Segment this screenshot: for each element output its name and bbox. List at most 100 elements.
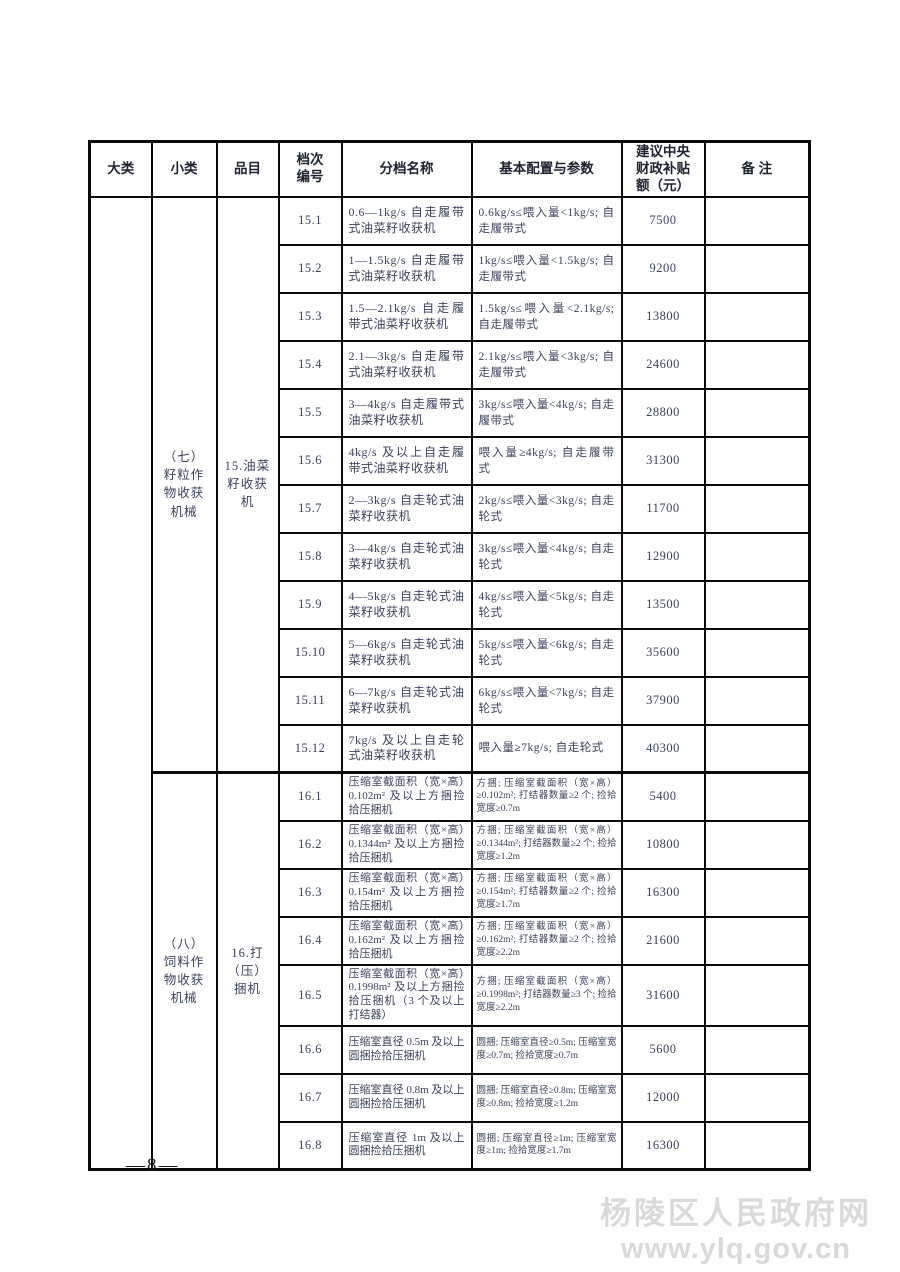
cell-remark bbox=[703, 1024, 811, 1075]
cell-grade-code: 15.1 bbox=[277, 195, 343, 246]
cell-grade-name: 压缩室截面积（宽×高）0.1998m² 及以上方捆捡拾压捆机（3 个及以上打结器… bbox=[340, 963, 473, 1027]
cell-remark bbox=[703, 1120, 811, 1171]
cell-remark bbox=[703, 771, 811, 822]
cell-grade-code: 15.4 bbox=[277, 339, 343, 390]
cell-grade-code: 15.7 bbox=[277, 483, 343, 534]
page-number: —8— bbox=[126, 1155, 180, 1176]
cell-subsidy: 12000 bbox=[620, 1072, 706, 1123]
cell-remark bbox=[703, 483, 811, 534]
watermark-site-url: www.ylq.gov.cn bbox=[621, 1233, 851, 1265]
cell-remark bbox=[703, 579, 811, 630]
cell-grade-code: 16.5 bbox=[277, 963, 343, 1027]
cell-config: 2.1kg/s≤喂入量<3kg/s; 自走履带式 bbox=[470, 339, 623, 390]
table-row: 15.6 4kg/s 及以上自走履带式油菜籽收获机 喂入量≥4kg/s; 自走履带式… bbox=[90, 435, 811, 486]
cell-config: 方捆; 压缩室截面积（宽×高）≥0.1344m²; 打结器数量≥2 个; 捡拾宽… bbox=[470, 819, 623, 870]
cell-item: 16.打（压）捆机 bbox=[215, 771, 280, 1171]
table-row: 15.5 3—4kg/s 自走履带式油菜籽收获机 3kg/s≤喂入量<4kg/s; … bbox=[90, 387, 811, 438]
cell-grade-code: 16.4 bbox=[277, 915, 343, 966]
cell-grade-name: 3—4kg/s 自走轮式油菜籽收获机 bbox=[340, 531, 473, 582]
subsidy-table: 大类 小类 品目 档次 编号 分档名称 基本配置与参数 建议中央 财政补贴 额（… bbox=[88, 140, 811, 1172]
cell-subsidy: 5600 bbox=[620, 1024, 706, 1075]
table-row: 15.11 6—7kg/s 自走轮式油菜籽收获机 6kg/s≤喂入量<7kg/s; … bbox=[90, 675, 811, 726]
table-row: 15.2 1—1.5kg/s 自走履带式油菜籽收获机 1kg/s≤喂入量<1.5kg… bbox=[90, 243, 811, 294]
cell-major-category bbox=[88, 195, 153, 1171]
cell-remark bbox=[703, 675, 811, 726]
cell-grade-code: 16.3 bbox=[277, 867, 343, 918]
cell-sub-category: （七）籽粒作物收获机械 bbox=[150, 195, 218, 774]
cell-config: 1.5kg/s≤喂入量<2.1kg/s; 自走履带式 bbox=[470, 291, 623, 342]
cell-grade-code: 15.3 bbox=[277, 291, 343, 342]
cell-grade-name: 3—4kg/s 自走履带式油菜籽收获机 bbox=[340, 387, 473, 438]
cell-grade-name: 压缩室截面积（宽×高）0.102m² 及以上方捆捡拾压捆机 bbox=[340, 771, 473, 822]
cell-grade-name: 压缩室直径 0.8m 及以上圆捆捡拾压捆机 bbox=[340, 1072, 473, 1123]
cell-grade-name: 1—1.5kg/s 自走履带式油菜籽收获机 bbox=[340, 243, 473, 294]
cell-remark bbox=[703, 867, 811, 918]
table-row: 15.12 7kg/s 及以上自走轮式油菜籽收获机 喂入量≥7kg/s; 自走轮式 4… bbox=[90, 723, 811, 774]
cell-subsidy: 11700 bbox=[620, 483, 706, 534]
table-row: 16.2 压缩室截面积（宽×高）0.1344m² 及以上方捆捡拾压捆机 方捆; 压缩… bbox=[90, 819, 811, 870]
cell-remark bbox=[703, 195, 811, 246]
cell-subsidy: 12900 bbox=[620, 531, 706, 582]
cell-config: 喂入量≥4kg/s; 自走履带式 bbox=[470, 435, 623, 486]
cell-config: 6kg/s≤喂入量<7kg/s; 自走轮式 bbox=[470, 675, 623, 726]
cell-config: 圆捆; 压缩室直径≥1m; 压缩室宽度≥1m; 捡拾宽度≥1.7m bbox=[470, 1120, 623, 1171]
cell-grade-name: 6—7kg/s 自走轮式油菜籽收获机 bbox=[340, 675, 473, 726]
header-remark: 备 注 bbox=[703, 140, 811, 198]
cell-subsidy: 9200 bbox=[620, 243, 706, 294]
cell-grade-code: 16.8 bbox=[277, 1120, 343, 1171]
cell-subsidy: 13500 bbox=[620, 579, 706, 630]
cell-grade-name: 7kg/s 及以上自走轮式油菜籽收获机 bbox=[340, 723, 473, 774]
cell-grade-name: 5—6kg/s 自走轮式油菜籽收获机 bbox=[340, 627, 473, 678]
watermark: 杨陵区人民政府网 www.ylq.gov.cn bbox=[586, 1188, 886, 1266]
cell-subsidy: 35600 bbox=[620, 627, 706, 678]
cell-subsidy: 16300 bbox=[620, 867, 706, 918]
cell-config: 方捆; 压缩室截面积（宽×高）≥0.162m²; 打结器数量≥2 个; 捡拾宽度… bbox=[470, 915, 623, 966]
cell-grade-code: 15.5 bbox=[277, 387, 343, 438]
cell-grade-code: 16.1 bbox=[277, 771, 343, 822]
cell-grade-name: 2.1—3kg/s 自走履带式油菜籽收获机 bbox=[340, 339, 473, 390]
cell-grade-name: 0.6—1kg/s 自走履带式油菜籽收获机 bbox=[340, 195, 473, 246]
table-row: 15.10 5—6kg/s 自走轮式油菜籽收获机 5kg/s≤喂入量<6kg/s; … bbox=[90, 627, 811, 678]
table-row: 16.4 压缩室截面积（宽×高）0.162m² 及以上方捆捡拾压捆机 方捆; 压缩室… bbox=[90, 915, 811, 966]
header-config-params: 基本配置与参数 bbox=[470, 140, 623, 198]
table-row: 15.8 3—4kg/s 自走轮式油菜籽收获机 3kg/s≤喂入量<4kg/s; 自… bbox=[90, 531, 811, 582]
cell-grade-name: 1.5—2.1kg/s 自走履带式油菜籽收获机 bbox=[340, 291, 473, 342]
cell-remark bbox=[703, 243, 811, 294]
cell-config: 喂入量≥7kg/s; 自走轮式 bbox=[470, 723, 623, 774]
cell-config: 0.6kg/s≤喂入量<1kg/s; 自走履带式 bbox=[470, 195, 623, 246]
cell-remark bbox=[703, 627, 811, 678]
cell-grade-code: 15.6 bbox=[277, 435, 343, 486]
table-row: 16.7 压缩室直径 0.8m 及以上圆捆捡拾压捆机 圆捆; 压缩室直径≥0.8m;… bbox=[90, 1072, 811, 1123]
cell-grade-code: 15.8 bbox=[277, 531, 343, 582]
cell-grade-code: 16.7 bbox=[277, 1072, 343, 1123]
cell-grade-code: 15.11 bbox=[277, 675, 343, 726]
cell-subsidy: 5400 bbox=[620, 771, 706, 822]
cell-remark bbox=[703, 915, 811, 966]
cell-grade-code: 16.2 bbox=[277, 819, 343, 870]
table-row: 15.3 1.5—2.1kg/s 自走履带式油菜籽收获机 1.5kg/s≤喂入量<2… bbox=[90, 291, 811, 342]
table-row: 16.5 压缩室截面积（宽×高）0.1998m² 及以上方捆捡拾压捆机（3 个及以… bbox=[90, 963, 811, 1027]
cell-remark bbox=[703, 387, 811, 438]
cell-grade-code: 15.12 bbox=[277, 723, 343, 774]
table-row: 16.3 压缩室截面积（宽×高）0.154m² 及以上方捆捡拾压捆机 方捆; 压缩室… bbox=[90, 867, 811, 918]
table-row: 15.9 4—5kg/s 自走轮式油菜籽收获机 4kg/s≤喂入量<5kg/s; 自… bbox=[90, 579, 811, 630]
cell-config: 4kg/s≤喂入量<5kg/s; 自走轮式 bbox=[470, 579, 623, 630]
cell-grade-name: 压缩室直径 0.5m 及以上圆捆捡拾压捆机 bbox=[340, 1024, 473, 1075]
table-row: （七）籽粒作物收获机械 15.油菜籽收获机 15.1 0.6—1kg/s 自走履带式油… bbox=[88, 195, 811, 1171]
table-header-row: 大类 小类 品目 档次 编号 分档名称 基本配置与参数 建议中央 财政补贴 额（… bbox=[88, 140, 811, 198]
header-item: 品目 bbox=[215, 140, 280, 198]
cell-remark bbox=[703, 531, 811, 582]
cell-config: 方捆; 压缩室截面积（宽×高）≥0.102m²; 打结器数量≥2 个; 捡拾宽度… bbox=[470, 771, 623, 822]
cell-subsidy: 40300 bbox=[620, 723, 706, 774]
cell-subsidy: 13800 bbox=[620, 291, 706, 342]
cell-remark bbox=[703, 963, 811, 1027]
cell-grade-name: 压缩室截面积（宽×高）0.154m² 及以上方捆捡拾压捆机 bbox=[340, 867, 473, 918]
cell-grade-name: 压缩室截面积（宽×高）0.162m² 及以上方捆捡拾压捆机 bbox=[340, 915, 473, 966]
cell-subsidy: 21600 bbox=[620, 915, 706, 966]
cell-remark bbox=[703, 723, 811, 774]
cell-remark bbox=[703, 291, 811, 342]
table-row: 15.7 2—3kg/s 自走轮式油菜籽收获机 2kg/s≤喂入量<3kg/s; 自… bbox=[90, 483, 811, 534]
cell-grade-code: 16.6 bbox=[277, 1024, 343, 1075]
cell-subsidy: 7500 bbox=[620, 195, 706, 246]
